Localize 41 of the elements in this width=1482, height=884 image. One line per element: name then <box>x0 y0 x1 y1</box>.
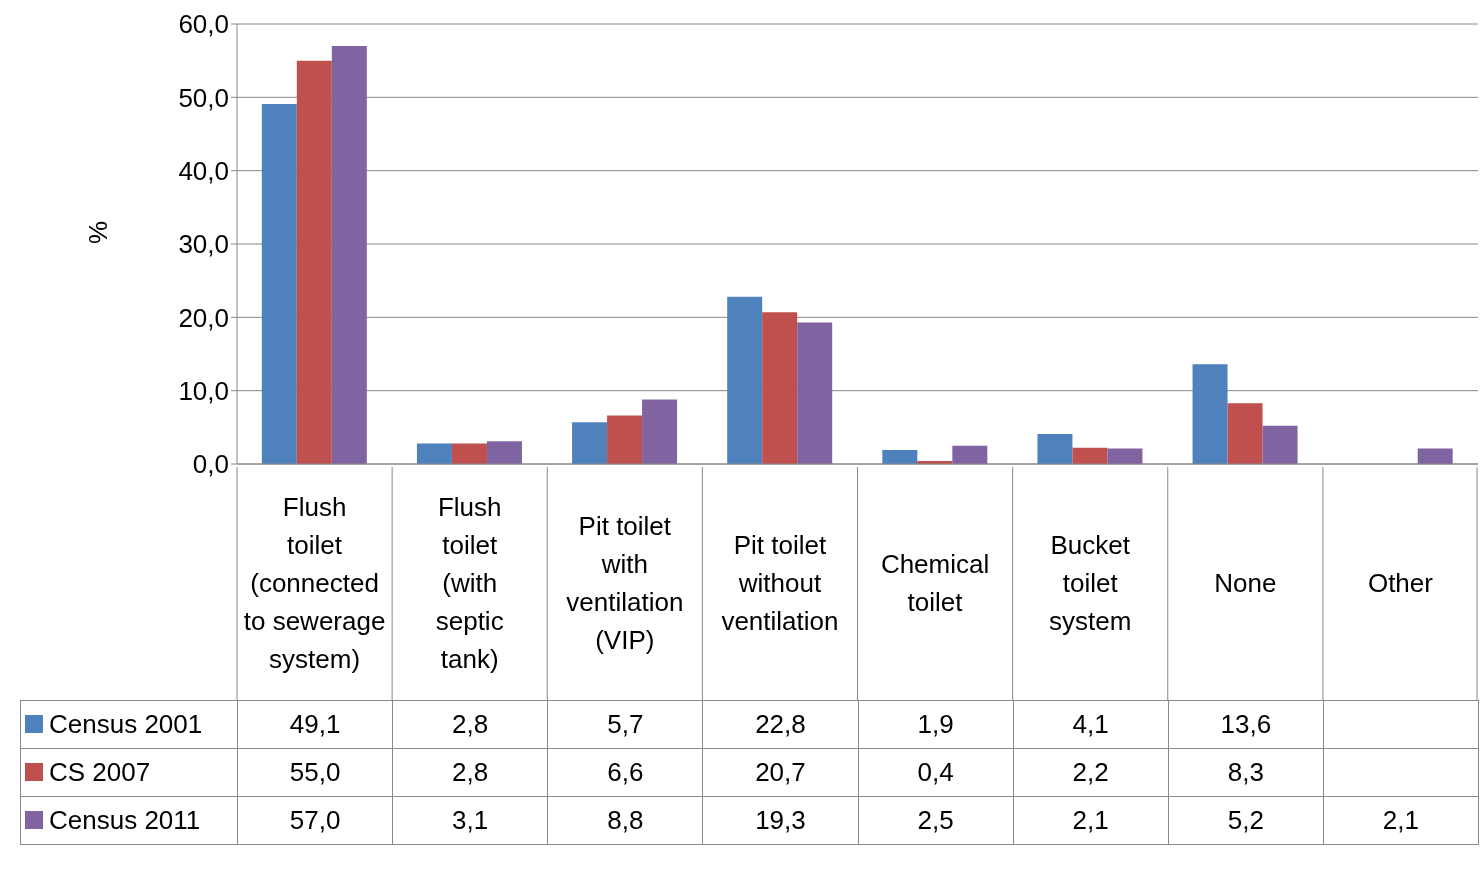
data-label: 4,1 <box>1013 700 1169 749</box>
y-tick-label: 10,0 <box>178 375 229 406</box>
x-tick-label: Flush toilet (with septic tank) <box>435 491 504 674</box>
x-tick-label: Other <box>1367 567 1434 598</box>
x-tick-label: Pit toilet without ventilation <box>721 529 839 636</box>
data-label: 55,0 <box>237 748 393 797</box>
x-tick-label: Pit toilet with ventilation (VIP) <box>566 510 684 655</box>
data-label: 2,8 <box>392 700 548 749</box>
y-tick-label: 40,0 <box>178 155 229 186</box>
legend-label: CS 2007 <box>20 748 238 797</box>
data-label: 2,1 <box>1323 796 1479 845</box>
x-tick-label: Flush toilet (connected to sewerage system) <box>243 491 386 674</box>
data-label: 5,2 <box>1168 796 1324 845</box>
y-tick-label: 50,0 <box>178 82 229 113</box>
data-label: 49,1 <box>237 700 393 749</box>
y-tick-label: 20,0 <box>178 302 229 333</box>
data-label: 5,7 <box>547 700 703 749</box>
y-axis-title: % <box>83 220 114 244</box>
data-label: 1,9 <box>858 700 1014 749</box>
y-tick-label: 30,0 <box>178 229 229 260</box>
data-label: 3,1 <box>392 796 548 845</box>
x-tick-label: Bucket toilet system <box>1049 529 1132 636</box>
data-label: 2,8 <box>392 748 548 797</box>
data-label: 8,3 <box>1168 748 1324 797</box>
data-label: 0,4 <box>858 748 1014 797</box>
data-label: 2,1 <box>1013 796 1169 845</box>
data-label: 57,0 <box>237 796 393 845</box>
data-label: 13,6 <box>1168 700 1324 749</box>
data-label: 2,2 <box>1013 748 1169 797</box>
data-label: 2,5 <box>858 796 1014 845</box>
x-tick-label: Chemical toilet <box>880 548 990 617</box>
data-label: 22,8 <box>702 700 858 749</box>
data-label: 6,6 <box>547 748 703 797</box>
x-tick-label: None <box>1214 567 1277 598</box>
data-label: 19,3 <box>702 796 858 845</box>
data-label: 20,7 <box>702 748 858 797</box>
data-label: 8,8 <box>547 796 703 845</box>
legend-label: Census 2011 <box>20 796 238 845</box>
y-tick-label: 0,0 <box>192 449 229 480</box>
legend-label: Census 2001 <box>20 700 238 749</box>
y-tick-label: 60,0 <box>178 9 229 40</box>
